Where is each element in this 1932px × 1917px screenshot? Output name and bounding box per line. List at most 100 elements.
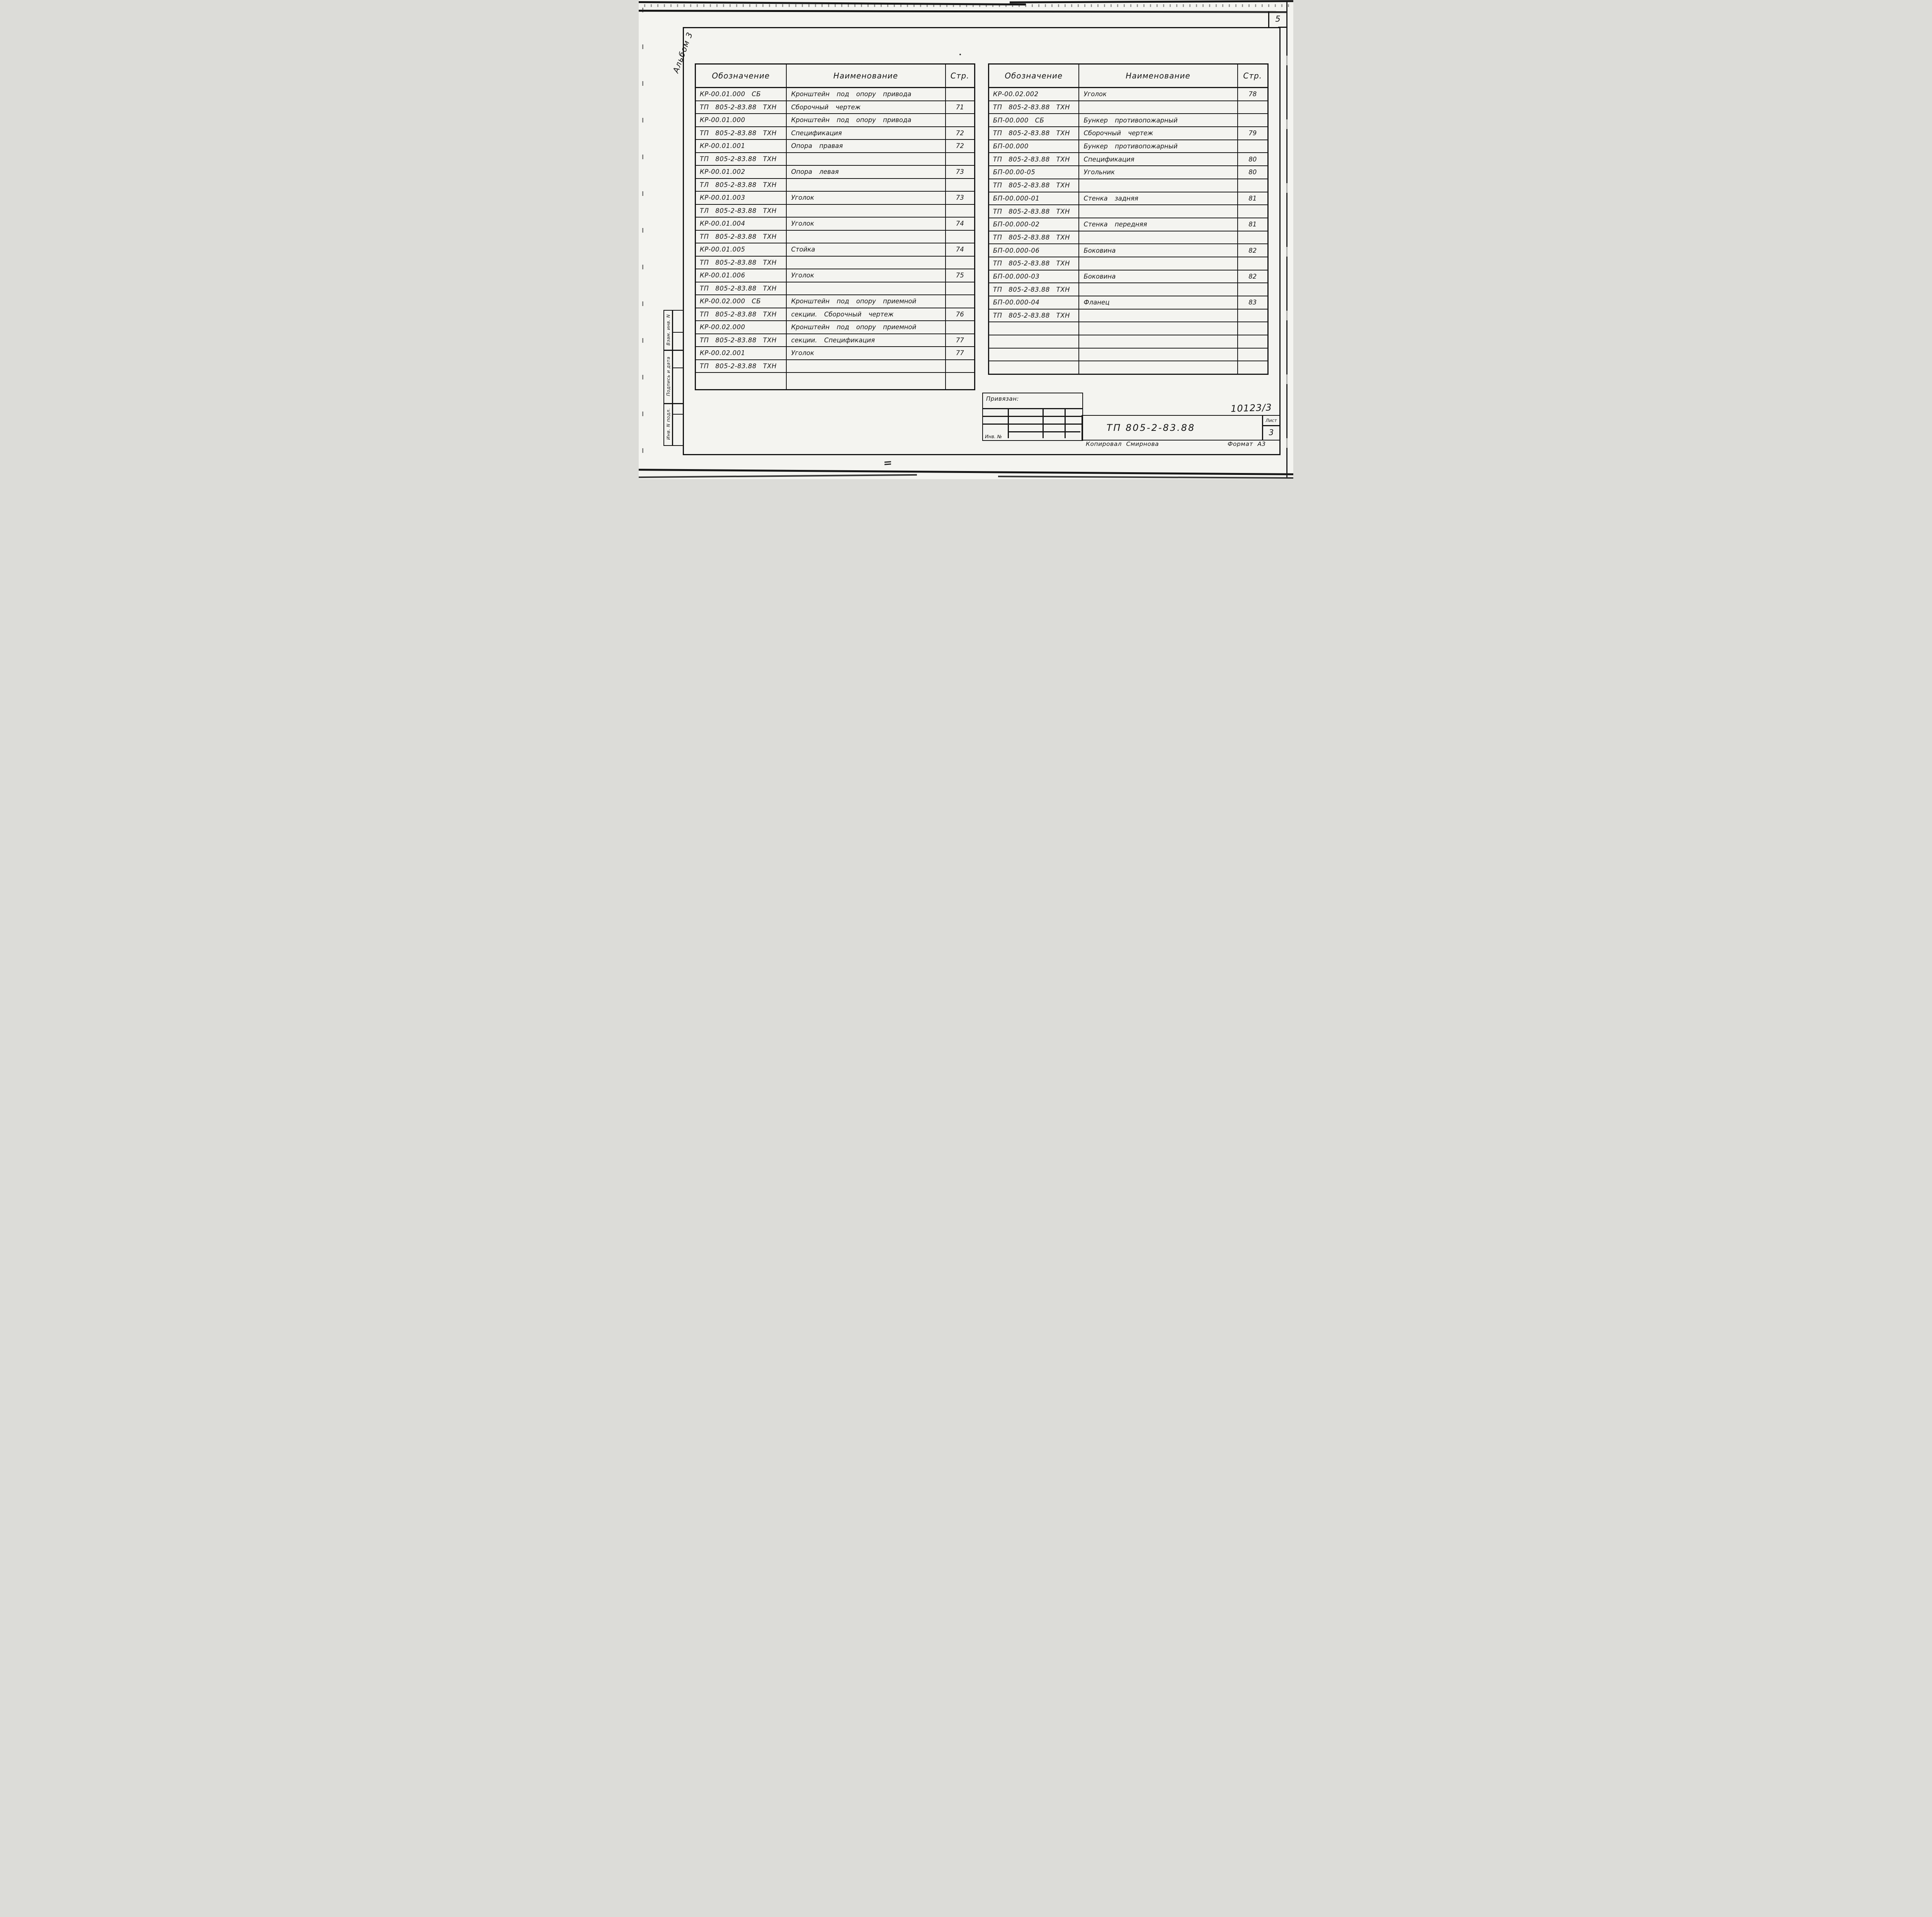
- designation-cell: ТП 805-2-83.88 ТХН: [695, 230, 787, 243]
- drawing-frame: [683, 27, 1281, 455]
- column-header: Обозначение: [988, 63, 1079, 88]
- sidebar-divider: [664, 350, 683, 351]
- table-row: БП-00.000-04 Фланец 83: [988, 296, 1269, 310]
- designation-cell: ТЛ 805-2-83.88 ТХН: [695, 178, 787, 192]
- table-row: КР-00.01.005 Стойка 74: [695, 243, 975, 257]
- binding-grid-line: [983, 424, 1082, 425]
- torn-edge-left: [642, 8, 643, 471]
- table-row: КР-00.01.000 СБ Кронштейн под опору приво…: [695, 87, 975, 101]
- name-cell: [1078, 204, 1238, 218]
- page-cell: [945, 372, 975, 390]
- name-cell: Стенка задняя: [1078, 191, 1238, 206]
- page-cell: [1237, 230, 1269, 245]
- table-row: ТП 805-2-83.88 ТХН Спецификация 80: [988, 152, 1269, 167]
- page-cell: [945, 359, 975, 373]
- page-cell: 82: [1237, 269, 1269, 284]
- table-row: ТП 805-2-83.88 ТХН Сборочный чертеж 79: [988, 126, 1269, 140]
- page-sheet-number: 5: [1275, 14, 1281, 24]
- table-row: ТП 805-2-83.88 ТХН Спецификация 72: [695, 126, 975, 140]
- name-cell: [786, 281, 946, 295]
- page-cell: 71: [945, 100, 975, 114]
- designation-cell: КР-00.01.001: [695, 139, 787, 153]
- table-row: ТП 805-2-83.88 ТХН: [695, 255, 975, 269]
- name-cell: секции. Сборочный чертеж: [786, 307, 946, 321]
- table-row: БП-00.000-01 Стенка задняя 81: [988, 191, 1269, 206]
- page-cell: 82: [1237, 243, 1269, 257]
- name-cell: Угольник: [1078, 165, 1238, 179]
- name-cell: Спецификация: [786, 126, 946, 140]
- designation-cell: БП-00.000-02: [988, 217, 1079, 231]
- name-cell: Кронштейн под опору привода: [786, 113, 946, 127]
- table-row: КР-00.02.000 СБ Кронштейн под опору прием…: [695, 294, 975, 308]
- table-row: [988, 321, 1269, 336]
- designation-cell: ТП 805-2-83.88 ТХН: [988, 282, 1079, 296]
- name-cell: Опора правая: [786, 139, 946, 153]
- spec-table-right: Обозначение Наименование Стр. КР-00.02.002 У…: [988, 63, 1269, 375]
- binding-grid-line: [1043, 408, 1044, 438]
- name-cell: Сборочный чертеж: [1078, 126, 1238, 140]
- page-cell: 80: [1237, 152, 1269, 167]
- page-cell: 79: [1237, 126, 1269, 140]
- table-row: ТП 805-2-83.88 ТХН: [695, 281, 975, 295]
- spec-table-left: Обозначение Наименование Стр. КР-00.01.000 …: [695, 63, 975, 390]
- name-cell: Кронштейн под опору приемной: [786, 320, 946, 334]
- name-cell: Уголок: [1078, 87, 1238, 101]
- designation-cell: [988, 347, 1079, 362]
- table-row: КР-00.01.002 Опора левая 73: [695, 165, 975, 179]
- table-row: ТП 805-2-83.88 ТХН: [988, 178, 1269, 192]
- page-cell: 77: [945, 346, 975, 360]
- name-cell: [1078, 347, 1238, 362]
- table-row: БП-00.000 СБ Бункер противопожарный: [988, 113, 1269, 128]
- page-cell: [1237, 347, 1269, 362]
- name-cell: секции. Спецификация: [786, 333, 946, 347]
- name-cell: Стойка: [786, 243, 946, 257]
- page-cell: 83: [1237, 296, 1269, 310]
- name-cell: Сборочный чертеж: [786, 100, 946, 114]
- designation-cell: [988, 321, 1079, 336]
- title-stamp: ТП 805-2-83.88 Лист 3: [1082, 415, 1281, 441]
- name-cell: Уголок: [786, 191, 946, 205]
- table-row: ТЛ 805-2-83.88 ТХН: [695, 204, 975, 218]
- name-cell: [786, 230, 946, 243]
- header-row: Обозначение Наименование Стр.: [988, 63, 1269, 88]
- designation-cell: БП-00.000 СБ: [988, 113, 1079, 128]
- page-cell: [1237, 335, 1269, 349]
- page-cell: [1237, 100, 1269, 114]
- page-cell: [1237, 282, 1269, 296]
- table-row: БП-00.000 Бункер противопожарный: [988, 139, 1269, 153]
- table-row: ТП 805-2-83.88 ТХН: [695, 230, 975, 243]
- document-number: 10123/3: [1230, 402, 1272, 414]
- designation-cell: БП-00.000-01: [988, 191, 1079, 206]
- page-cell: 81: [1237, 191, 1269, 206]
- name-cell: Бункер противопожарный: [1078, 139, 1238, 153]
- table-row: КР-00.02.000 Кронштейн под опору приемной: [695, 320, 975, 334]
- scanned-drawing-sheet: 5 Альбом 3 Обозначение Наименование Стр. КР…: [639, 0, 1293, 479]
- page-cell: [1237, 178, 1269, 192]
- table-row: КР-00.02.002 Уголок 78: [988, 87, 1269, 101]
- name-cell: Уголок: [786, 217, 946, 231]
- page-cell: 80: [1237, 165, 1269, 179]
- designation-cell: БП-00.000: [988, 139, 1079, 153]
- name-cell: Боковина: [1078, 243, 1238, 257]
- designation-cell: [988, 335, 1079, 349]
- designation-cell: ТП 805-2-83.88 ТХН: [695, 126, 787, 140]
- scan-artifact: [959, 54, 961, 55]
- name-cell: [1078, 178, 1238, 192]
- name-cell: Стенка передняя: [1078, 217, 1238, 231]
- page-cell: 76: [945, 307, 975, 321]
- page-cell: 72: [945, 126, 975, 140]
- page-cell: 73: [945, 165, 975, 179]
- sidebar-divider: [664, 403, 683, 404]
- page-cell: 72: [945, 139, 975, 153]
- designation-cell: КР-00.01.003: [695, 191, 787, 205]
- designation-cell: ТП 805-2-83.88 ТХН: [988, 256, 1079, 270]
- torn-edge-right: [1286, 2, 1287, 478]
- name-cell: Кронштейн под опору привода: [786, 87, 946, 101]
- page-cell: 74: [945, 243, 975, 257]
- format-note: Формат А3: [1228, 441, 1266, 447]
- table-row: ТП 805-2-83.88 ТХН: [695, 359, 975, 373]
- table-row: ТП 805-2-83.88 ТХН Сборочный чертеж 71: [695, 100, 975, 114]
- column-header: Стр.: [945, 63, 975, 88]
- stamp-divider: [1262, 416, 1263, 440]
- name-cell: Фланец: [1078, 296, 1238, 310]
